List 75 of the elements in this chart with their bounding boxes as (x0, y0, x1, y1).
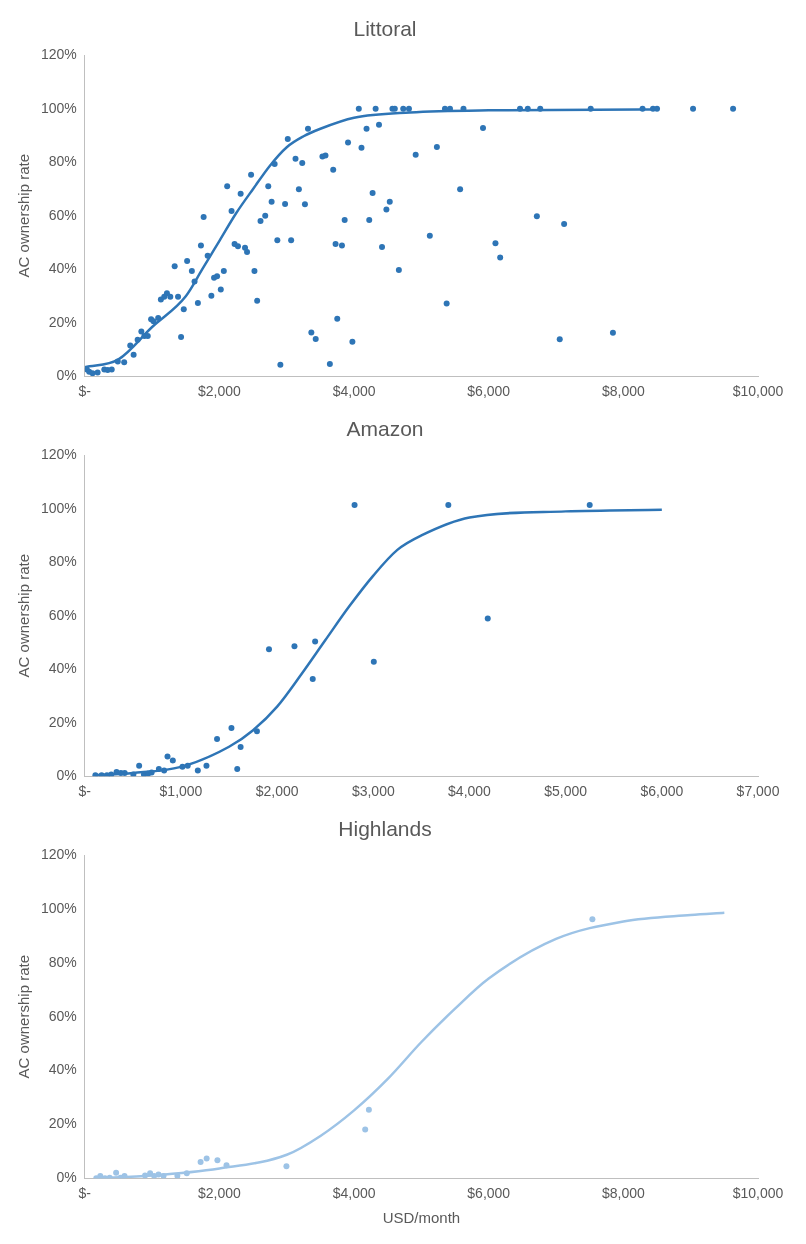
x-tick-label: $6,000 (467, 383, 511, 400)
point (203, 762, 210, 769)
point (228, 725, 235, 732)
y-tick-label: 40% (48, 1061, 77, 1078)
point (370, 658, 377, 665)
point (214, 736, 221, 743)
y-tick-label: 20% (48, 1115, 77, 1132)
point (309, 676, 316, 683)
y-tick-label: 100% (40, 499, 77, 516)
y-tick-label: 120% (40, 846, 77, 863)
y-tick-label: 20% (48, 313, 77, 330)
point (113, 1169, 120, 1176)
x-tick-label: $7,000 (736, 783, 780, 800)
point (589, 916, 596, 923)
x-tick-label: $6,000 (467, 1185, 511, 1202)
y-tick-label: 60% (48, 1007, 77, 1024)
y-tick-label: 100% (40, 899, 77, 916)
point (197, 1159, 204, 1166)
point (214, 1157, 221, 1164)
point (265, 646, 272, 653)
x-tick-label: $1,000 (159, 783, 203, 800)
x-tick-label: $5,000 (544, 783, 588, 800)
x-axis-title: USD/month (382, 1209, 461, 1227)
point (484, 615, 491, 622)
chart-title: Highlands (338, 817, 432, 841)
y-tick-label: 60% (48, 206, 77, 223)
point (203, 1155, 210, 1162)
y-tick-label: 0% (56, 767, 77, 784)
x-tick-label: $4,000 (332, 383, 376, 400)
x-tick-label: $2,000 (198, 1185, 242, 1202)
x-tick-label: $3,000 (351, 783, 395, 800)
x-tick-label: $- (78, 783, 92, 800)
y-tick-label: 0% (56, 1169, 77, 1186)
point (586, 501, 593, 508)
x-tick-label: $2,000 (255, 783, 299, 800)
point (164, 753, 171, 760)
y-tick-label: 40% (48, 260, 77, 277)
y-axis-title: AC ownership rate (15, 154, 33, 278)
x-tick-label: $10,000 (732, 1185, 784, 1202)
x-tick-label: $2,000 (198, 383, 242, 400)
point (136, 762, 143, 769)
y-tick-label: 60% (48, 606, 77, 623)
y-tick-label: 80% (48, 153, 77, 170)
point (291, 643, 298, 650)
y-tick-label: 80% (48, 553, 77, 570)
y-tick-label: 0% (56, 367, 77, 384)
y-tick-label: 120% (40, 46, 77, 63)
point (237, 744, 244, 751)
point (234, 765, 241, 772)
chart-title: Amazon (346, 417, 424, 441)
x-tick-label: $- (78, 383, 92, 400)
point (445, 501, 452, 508)
x-tick-label: $8,000 (601, 1185, 645, 1202)
point (312, 638, 319, 645)
y-axis-title: AC ownership rate (15, 554, 33, 678)
y-tick-label: 100% (40, 99, 77, 116)
y-tick-label: 40% (48, 660, 77, 677)
x-tick-label: $8,000 (601, 383, 645, 400)
point (194, 767, 201, 774)
x-tick-label: $4,000 (448, 783, 492, 800)
point (169, 757, 176, 764)
y-tick-label: 80% (48, 953, 77, 970)
point (283, 1163, 290, 1170)
chart-title: Littoral (353, 17, 417, 41)
point (362, 1126, 369, 1133)
x-tick-label: $4,000 (332, 1185, 376, 1202)
y-tick-label: 120% (40, 446, 77, 463)
y-tick-label: 20% (48, 713, 77, 730)
point (351, 501, 358, 508)
line-series (93, 911, 726, 1179)
point (365, 1106, 372, 1113)
x-tick-label: $10,000 (732, 383, 784, 400)
x-tick-label: $6,000 (640, 783, 684, 800)
y-axis-title: AC ownership rate (15, 955, 33, 1079)
x-tick-label: $- (78, 1185, 92, 1202)
